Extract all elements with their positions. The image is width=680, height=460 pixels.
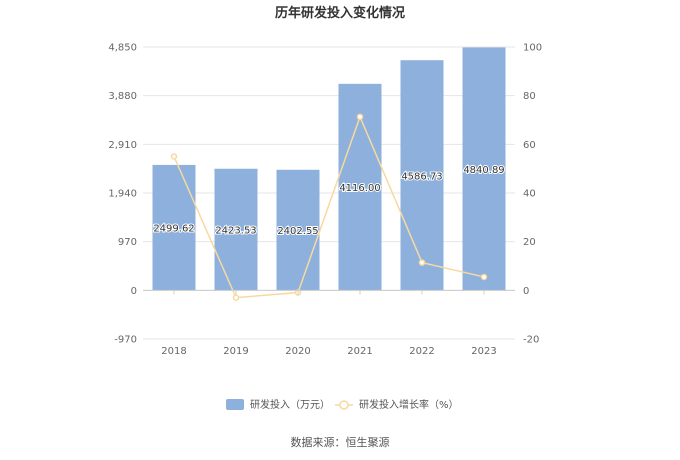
bar <box>462 47 506 291</box>
bar-data-label: 2499.62 <box>153 224 194 235</box>
line-point <box>356 113 364 121</box>
grid <box>143 46 515 340</box>
y-right-tick-label: 100 <box>523 43 542 54</box>
bar <box>276 169 320 291</box>
y-axis-left: 4,850 3,880 2,910 1,940 970 0 -970 <box>108 43 137 346</box>
y-left-tick-label: 3,880 <box>108 91 137 102</box>
bar <box>152 164 196 291</box>
line-series <box>170 113 488 301</box>
x-tick-label: 2018 <box>161 346 186 357</box>
x-tick-label: 2023 <box>471 346 496 357</box>
y-right-tick-label: 40 <box>523 189 536 200</box>
bar <box>214 168 258 291</box>
line-point <box>480 273 488 281</box>
bar <box>400 60 444 291</box>
y-axis-right: 100 80 60 40 20 0 -20 <box>523 43 542 346</box>
y-left-tick-label: 0 <box>131 286 137 297</box>
x-tick-label: 2021 <box>347 346 372 357</box>
bar-data-label: 4116.00 <box>339 183 380 194</box>
bar-data-label: 4586.73 <box>401 171 442 182</box>
bar-data-label: 4840.89 <box>463 165 504 176</box>
y-right-tick-label: 60 <box>523 140 536 151</box>
legend-swatch-bar <box>226 399 244 410</box>
y-right-tick-label: -20 <box>523 335 539 346</box>
bar-data-label: 2423.53 <box>215 226 256 237</box>
y-left-tick-label: -970 <box>114 335 137 346</box>
source-note: 数据来源：恒生聚源 <box>291 435 390 449</box>
x-tick-label: 2020 <box>285 346 310 357</box>
y-right-tick-label: 0 <box>523 286 529 297</box>
x-tick-label: 2022 <box>409 346 434 357</box>
y-right-tick-label: 20 <box>523 237 536 248</box>
bar-series: 2499.62 2423.53 2402.55 4116.00 4586.73 4840.… <box>152 47 506 291</box>
legend-label-bar: 研发投入（万元） <box>250 398 330 411</box>
legend[interactable]: 研发投入（万元） 研发投入增长率（%） <box>226 398 459 411</box>
y-left-tick-label: 4,850 <box>108 43 137 54</box>
x-axis: 2018 2019 2020 2021 2022 2023 <box>143 289 515 357</box>
y-left-tick-label: 2,910 <box>108 140 137 151</box>
legend-label-line: 研发投入增长率（%） <box>359 398 459 411</box>
line-point <box>418 259 426 266</box>
y-left-tick-label: 1,940 <box>108 189 137 200</box>
legend-marker-line <box>339 400 349 410</box>
line-point <box>170 153 178 160</box>
y-left-tick-label: 970 <box>118 237 137 248</box>
growth-line <box>173 114 485 299</box>
y-right-tick-label: 80 <box>523 91 536 102</box>
line-point <box>232 294 240 301</box>
x-tick-label: 2019 <box>223 346 248 357</box>
bar-data-label: 2402.55 <box>277 226 318 237</box>
chart-title: 历年研发投入变化情况 <box>275 5 405 21</box>
